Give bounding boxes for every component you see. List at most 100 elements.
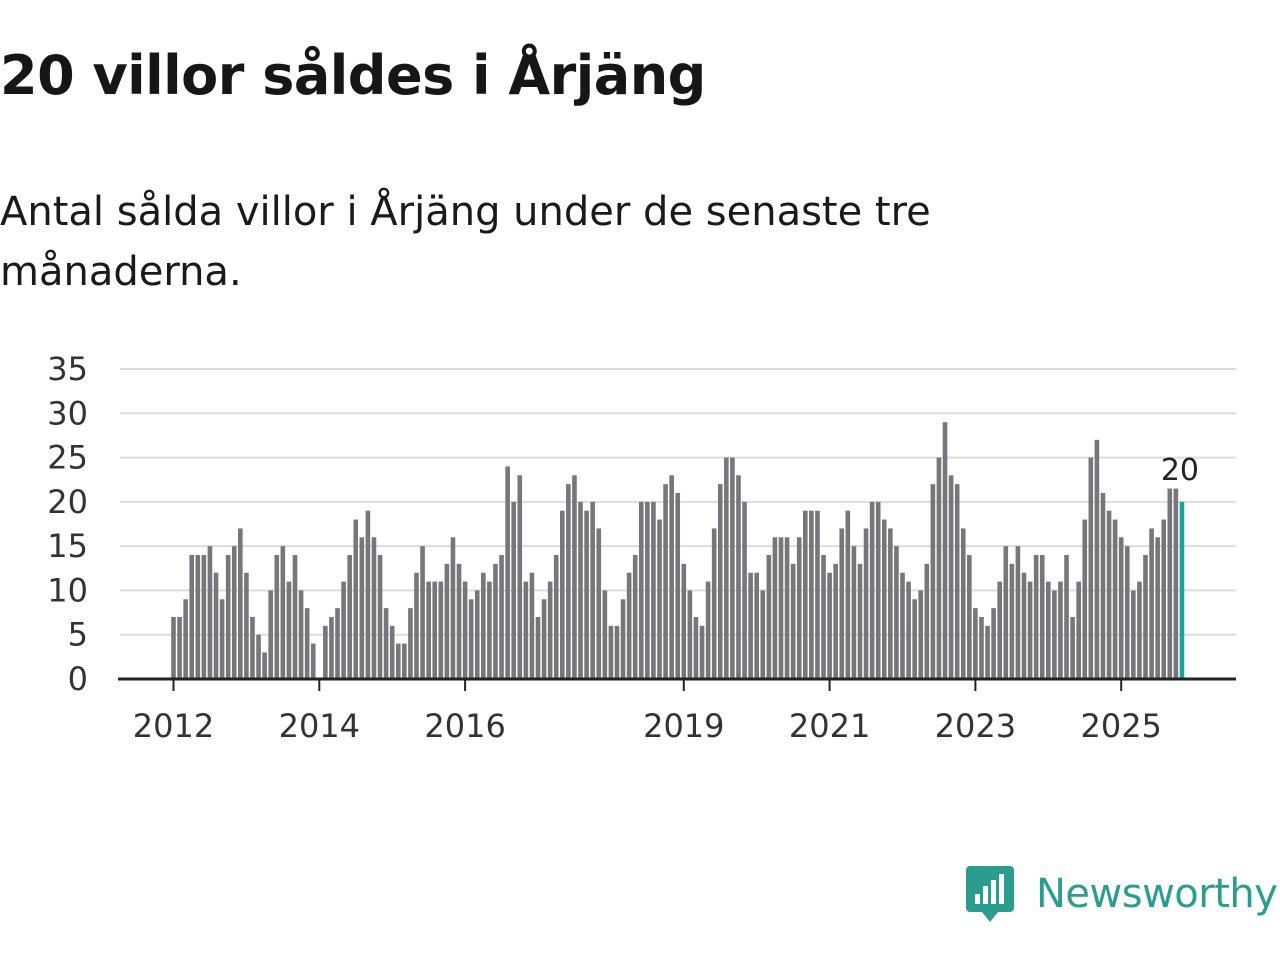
bar <box>310 643 316 679</box>
bar <box>450 537 456 679</box>
y-tick-label: 25 <box>47 439 88 477</box>
bar <box>389 625 395 679</box>
bar <box>493 563 498 679</box>
bar <box>298 590 304 679</box>
bar <box>286 581 292 679</box>
bar-highlight <box>1179 501 1185 679</box>
x-tick-label: 2023 <box>935 707 1016 745</box>
bar <box>1064 555 1069 679</box>
bar <box>675 493 681 679</box>
bar <box>402 643 407 679</box>
bar <box>596 528 602 679</box>
bar <box>967 555 972 679</box>
bar <box>620 599 626 679</box>
y-tick-label: 0 <box>68 660 88 698</box>
bar <box>481 572 486 679</box>
bar <box>377 555 383 679</box>
bar <box>1088 457 1094 679</box>
bar <box>244 572 249 679</box>
bar <box>201 555 207 679</box>
bar <box>177 617 182 679</box>
bar <box>827 572 832 679</box>
bar <box>274 555 280 679</box>
bar <box>371 537 377 679</box>
bar <box>553 555 559 679</box>
bar <box>1131 590 1136 679</box>
bar <box>632 555 638 679</box>
bar <box>1155 537 1160 679</box>
bar <box>207 546 213 679</box>
bar <box>468 599 474 679</box>
bar <box>736 475 741 679</box>
bar <box>456 563 462 679</box>
bar <box>517 475 523 679</box>
bar <box>602 590 608 679</box>
bar <box>225 555 231 679</box>
bar <box>250 617 255 679</box>
bar <box>1058 581 1063 679</box>
bar <box>590 501 595 679</box>
bar <box>1052 590 1057 679</box>
bar <box>1039 555 1045 679</box>
bar <box>395 643 401 679</box>
bar <box>754 572 759 679</box>
bar <box>304 608 310 679</box>
bar <box>566 484 571 679</box>
bar <box>730 457 735 679</box>
bars <box>171 422 1185 679</box>
bar <box>693 617 699 679</box>
bar <box>608 625 614 679</box>
bar <box>1161 519 1167 679</box>
bar <box>256 634 261 679</box>
bar <box>614 625 620 679</box>
bar <box>821 555 826 679</box>
y-tick-label: 5 <box>68 616 88 654</box>
bar <box>912 599 917 679</box>
x-tick-label: 2014 <box>279 707 360 745</box>
bar <box>292 555 298 679</box>
bar <box>772 537 778 679</box>
bar <box>1100 493 1106 679</box>
bar <box>645 501 650 679</box>
bar <box>796 537 802 679</box>
bar <box>833 563 838 679</box>
bar <box>790 563 796 679</box>
bar <box>1021 572 1027 679</box>
bar <box>1003 546 1009 679</box>
bar <box>803 510 808 679</box>
bar <box>711 528 717 679</box>
bar <box>183 599 188 679</box>
bar <box>383 608 389 679</box>
chart-subtitle: Antal sålda villor i Årjäng under de sen… <box>0 189 931 295</box>
chart-speech-bubble-icon <box>966 866 1014 922</box>
bar <box>1106 510 1112 679</box>
y-tick-label: 20 <box>47 483 88 521</box>
bar <box>432 581 438 679</box>
bar <box>474 590 480 679</box>
bar <box>1173 488 1179 679</box>
bar <box>699 625 705 679</box>
bar <box>687 590 693 679</box>
bar <box>888 528 893 679</box>
bar <box>924 563 930 679</box>
bar <box>541 599 547 679</box>
bar <box>724 457 729 679</box>
bar <box>809 510 814 679</box>
bar <box>930 484 936 679</box>
bar <box>323 625 328 679</box>
bar <box>894 546 899 679</box>
bar <box>748 572 753 679</box>
bar <box>1124 546 1130 679</box>
bar <box>280 546 286 679</box>
x-tick-label: 2016 <box>424 707 505 745</box>
bar <box>991 608 996 679</box>
bar <box>960 528 966 679</box>
bar <box>851 546 857 679</box>
bar <box>869 501 875 679</box>
highlight-value-label: 20 <box>1161 453 1199 488</box>
x-tick-label: 2025 <box>1080 707 1161 745</box>
bar <box>365 510 371 679</box>
bar <box>329 617 334 679</box>
